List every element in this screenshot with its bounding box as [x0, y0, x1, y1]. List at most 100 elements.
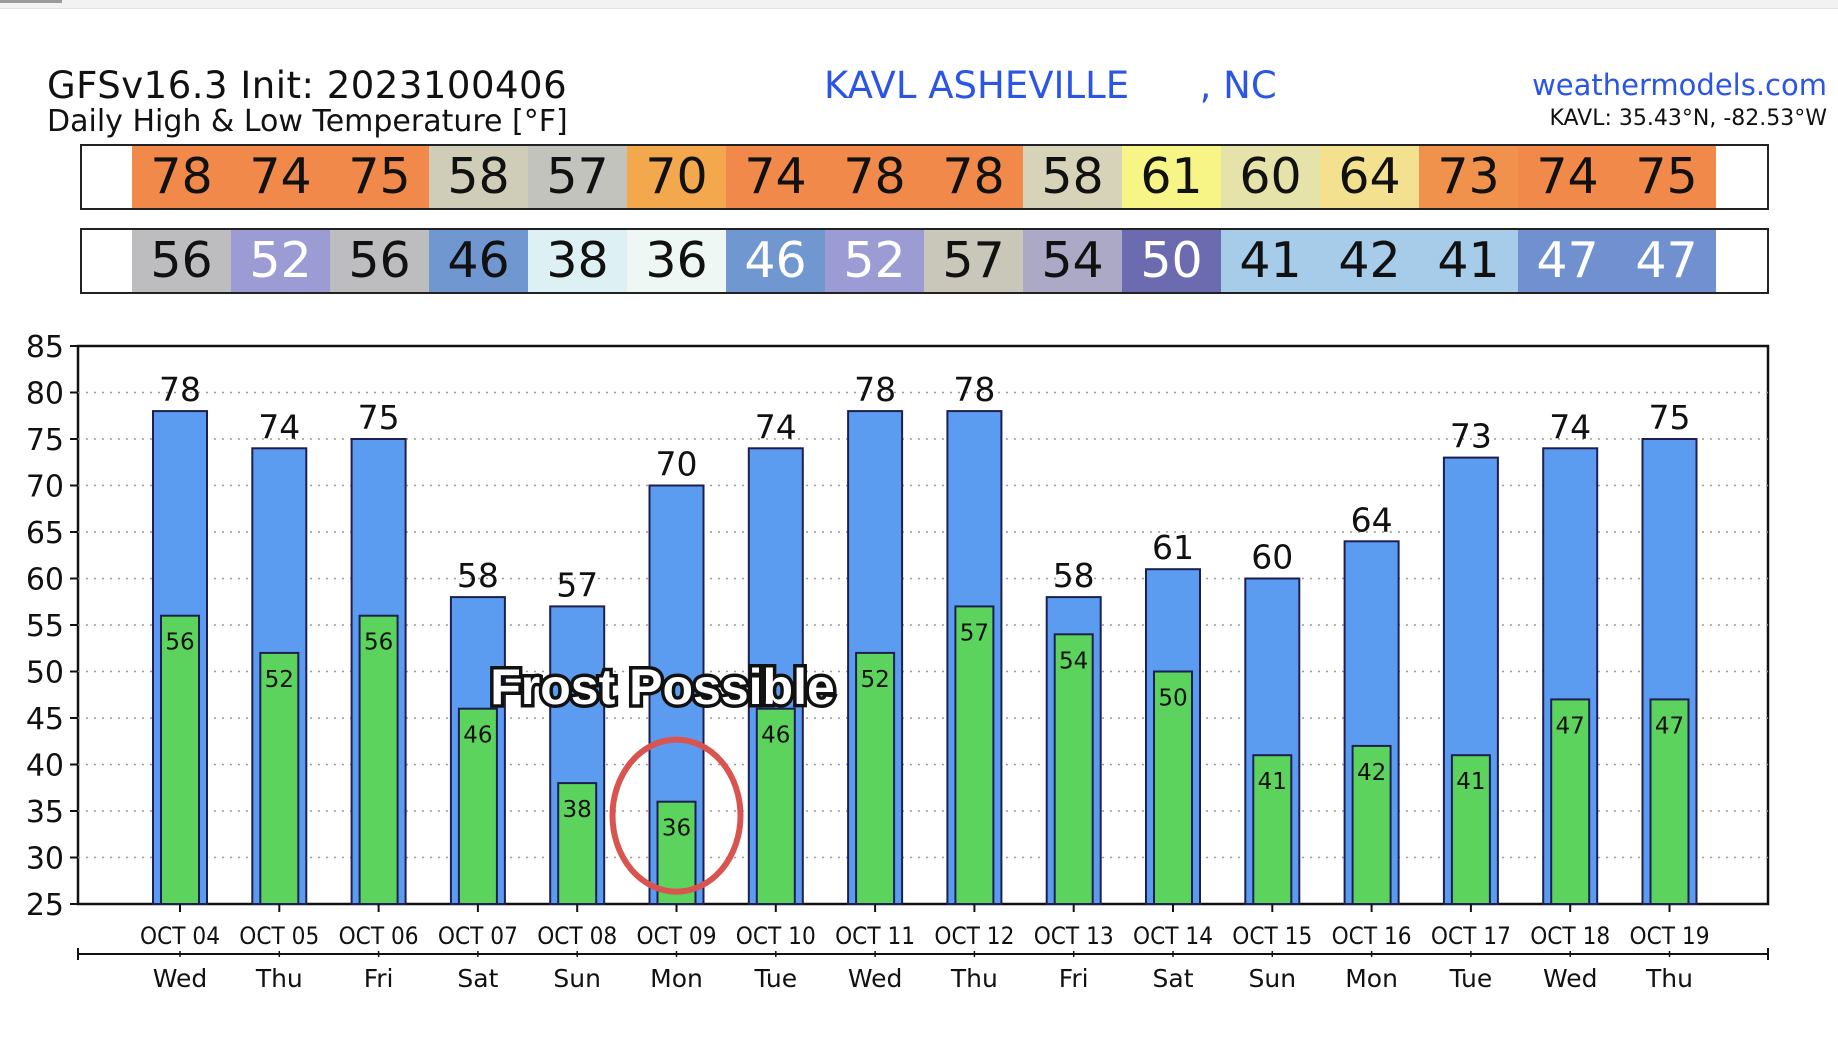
low-temp-bar [1053, 633, 1094, 905]
low-temp-bar [1252, 754, 1293, 906]
high-value-label: 73 [1450, 417, 1492, 456]
low-value-label: 41 [1456, 769, 1485, 795]
low-temp-bar [1351, 744, 1392, 905]
high-strip-cell: 74 [231, 146, 330, 208]
low-strip-cell: 41 [1419, 230, 1518, 292]
high-strip-cell: 74 [1518, 146, 1617, 208]
x-tick-label: OCT 16 [1332, 922, 1412, 950]
station-coords: KAVL: 35.43°N, -82.53°W [1549, 106, 1828, 131]
high-strip-cell: 75 [1617, 146, 1716, 208]
weekday-label: Tue [753, 964, 797, 993]
high-strip-cell: 64 [1320, 146, 1419, 208]
low-temp-bar [557, 782, 598, 906]
low-value-label: 46 [463, 723, 492, 749]
low-value-label: 41 [1258, 769, 1287, 795]
model-init-title: GFSv16.3 Init: 2023100406 [47, 64, 568, 107]
top-bar [0, 0, 1838, 9]
low-value-label: 56 [364, 630, 393, 656]
x-tick-label: OCT 11 [835, 922, 915, 950]
x-tick-label: OCT 18 [1530, 922, 1610, 950]
high-strip-cell: 75 [330, 146, 429, 208]
frost-annotation: Frost Possible [490, 659, 835, 715]
y-tick-label: 85 [26, 330, 64, 365]
y-tick-label: 45 [26, 702, 64, 737]
high-value-label: 61 [1152, 528, 1194, 567]
low-strip-cell: 56 [330, 230, 429, 292]
plot-frame [76, 344, 1770, 906]
high-value-label: 75 [358, 398, 400, 437]
low-temp-strip: 56 52 56 46 38 36 46 52 57 54 50 41 42 41 47 47 [80, 228, 1769, 294]
high-strip-cell: 78 [825, 146, 924, 208]
y-tick-label: 30 [26, 842, 64, 877]
y-tick-label: 50 [26, 656, 64, 691]
high-value-label: 78 [159, 370, 201, 409]
frost-circle [609, 736, 744, 895]
weekday-label: Wed [848, 964, 903, 993]
high-value-label: 74 [755, 407, 797, 446]
chart-subtitle: Daily High & Low Temperature [°F] [47, 104, 568, 139]
low-strip-cell: 46 [429, 230, 528, 292]
low-temp-bar [656, 800, 697, 906]
low-value-label: 36 [662, 816, 691, 842]
low-strip-cell: 38 [528, 230, 627, 292]
y-tick-label: 60 [26, 563, 64, 598]
low-value-label: 50 [1158, 686, 1187, 712]
high-strip-cell: 58 [1023, 146, 1122, 208]
x-tick-label: OCT 17 [1431, 922, 1511, 950]
high-strip-cell: 58 [429, 146, 528, 208]
high-value-label: 58 [1053, 556, 1095, 595]
low-strip-cell: 42 [1320, 230, 1419, 292]
low-temp-bar [1649, 698, 1690, 905]
low-temp-bar [160, 614, 200, 905]
high-value-label: 74 [1549, 407, 1591, 446]
y-tick-label: 75 [26, 423, 64, 458]
low-strip-cell: 36 [627, 230, 726, 292]
low-temp-bar [954, 605, 995, 905]
low-value-label: 47 [1655, 713, 1684, 739]
low-value-label: 56 [165, 630, 194, 656]
y-tick-label: 70 [26, 470, 64, 505]
high-strip-cell: 57 [528, 146, 627, 208]
x-tick-label: OCT 06 [339, 922, 419, 950]
low-strip-cell: 54 [1023, 230, 1122, 292]
high-strip-cell: 60 [1221, 146, 1320, 208]
high-value-label: 78 [854, 370, 896, 409]
weekday-label: Sat [457, 964, 498, 993]
temperature-bar-chart: 25 30 35 40 45 50 55 60 65 70 75 80 85 78 56 OCT 04 Wed 7… [26, 330, 1770, 993]
top-tab[interactable] [0, 0, 62, 3]
low-strip-cell: 52 [231, 230, 330, 292]
low-strip-cell: 47 [1617, 230, 1716, 292]
x-tick-label: OCT 09 [637, 922, 717, 950]
weekday-label: Fri [1059, 964, 1089, 993]
x-tick-label: OCT 14 [1133, 922, 1213, 950]
weekday-label: Mon [1345, 964, 1398, 993]
low-value-label: 52 [860, 667, 889, 693]
weekday-label: Sun [1249, 964, 1297, 993]
high-value-label: 60 [1251, 538, 1293, 577]
low-value-label: 54 [1059, 648, 1088, 674]
low-strip-cell: 56 [132, 230, 231, 292]
x-tick-label: OCT 07 [438, 922, 518, 950]
weekday-label: Mon [650, 964, 703, 993]
weekday-label: Sat [1153, 964, 1194, 993]
low-temp-bar [1450, 754, 1491, 906]
low-temp-bar [1153, 670, 1193, 905]
x-tick-label: OCT 08 [537, 922, 617, 950]
weekday-label: Thu [1645, 964, 1693, 993]
low-temp-bar [358, 614, 399, 905]
brand-link[interactable]: weathermodels.com [1532, 68, 1827, 102]
high-value-label: 64 [1351, 500, 1393, 539]
x-tick-label: OCT 10 [736, 922, 816, 950]
y-tick-label: 35 [26, 795, 64, 830]
weekday-label: Sun [553, 964, 601, 993]
x-tick-label: OCT 19 [1630, 922, 1710, 950]
y-tick-label: 40 [26, 749, 64, 784]
high-value-label: 78 [953, 370, 995, 409]
high-strip-cell: 70 [627, 146, 726, 208]
low-value-label: 47 [1556, 713, 1585, 739]
low-value-label: 46 [761, 723, 790, 749]
weekday-label: Fri [364, 964, 394, 993]
high-value-label: 70 [656, 445, 698, 484]
low-value-label: 57 [960, 620, 989, 646]
high-strip-cell: 74 [726, 146, 825, 208]
